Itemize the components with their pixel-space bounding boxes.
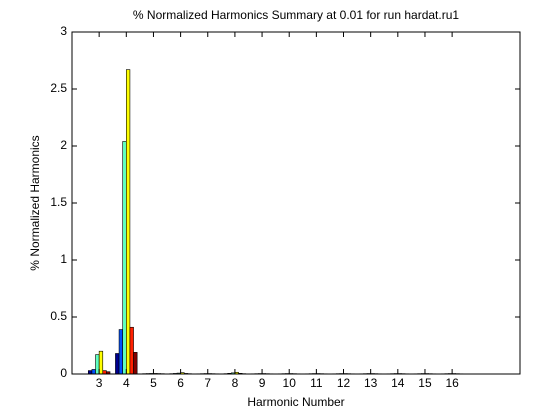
y-tick-label: 1 <box>60 252 67 266</box>
bar <box>118 329 123 375</box>
chart-title: % Normalized Harmonics Summary at 0.01 f… <box>133 8 459 22</box>
x-tick-label: 11 <box>310 376 323 390</box>
x-tick-label: 14 <box>391 376 405 390</box>
plot-frame <box>71 31 521 375</box>
bar <box>98 350 104 375</box>
x-axis-label: Harmonic Number <box>247 395 344 409</box>
x-tick-label: 3 <box>96 376 103 390</box>
x-tick-label: 7 <box>204 376 211 390</box>
y-tick-label: 2 <box>60 138 67 152</box>
y-tick-label: 3 <box>60 24 67 38</box>
bar <box>129 326 134 375</box>
bar <box>91 369 96 375</box>
bar <box>122 141 127 375</box>
bar <box>87 370 93 375</box>
y-tick-label: 0 <box>60 366 67 380</box>
y-tick-label: 1.5 <box>50 195 67 209</box>
y-tick-label: 0.5 <box>50 309 67 323</box>
x-tick-label: 13 <box>364 376 378 390</box>
y-tick-label: 2.5 <box>50 81 67 95</box>
x-tick-label: 4 <box>123 376 130 390</box>
y-axis-label: % Normalized Harmonics <box>28 135 42 270</box>
x-tick-label: 6 <box>177 376 184 390</box>
x-tick-label: 16 <box>445 376 459 390</box>
bar <box>126 69 131 375</box>
x-tick-label: 5 <box>150 376 157 390</box>
bar <box>95 354 100 375</box>
bar <box>102 370 107 375</box>
bar <box>115 353 120 375</box>
x-tick-label: 8 <box>232 376 239 390</box>
x-tick-label: 9 <box>259 376 266 390</box>
x-tick-label: 10 <box>283 376 297 390</box>
x-tick-label: 12 <box>337 376 351 390</box>
bar <box>133 352 138 375</box>
x-tick-label: 15 <box>418 376 432 390</box>
